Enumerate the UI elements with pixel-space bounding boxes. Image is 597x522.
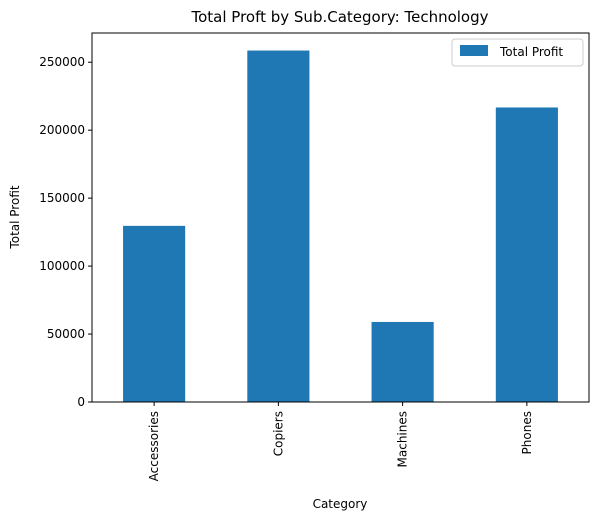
chart-title: Total Proft by Sub.Category: Technology xyxy=(190,8,488,26)
x-tick-label: Machines xyxy=(396,411,410,467)
bar-copiers xyxy=(247,50,310,403)
bar-machines xyxy=(371,321,434,402)
bars-group xyxy=(123,50,558,403)
x-tick-label: Accessories xyxy=(147,411,161,481)
y-axis-ticks: 0 50000 100000 150000 200000 250000 xyxy=(39,55,92,409)
y-tick-label: 50000 xyxy=(47,327,85,341)
x-axis-label: Category xyxy=(313,497,368,511)
y-tick-label: 150000 xyxy=(39,191,85,205)
y-tick-label: 100000 xyxy=(39,259,85,273)
y-tick-label: 200000 xyxy=(39,123,85,137)
legend-label: Total Profit xyxy=(499,45,563,59)
bar-phones xyxy=(495,107,558,403)
plot-area-frame xyxy=(91,32,590,403)
x-axis-ticks: Accessories Copiers Machines Phones xyxy=(147,402,534,481)
legend-swatch xyxy=(460,45,488,56)
x-tick-label: Phones xyxy=(520,411,534,454)
y-axis-label: Total Profit xyxy=(8,185,22,249)
legend: Total Profit xyxy=(451,38,584,67)
x-tick-label: Copiers xyxy=(271,411,285,456)
bar-accessories xyxy=(123,225,186,402)
y-tick-label: 0 xyxy=(77,395,85,409)
y-tick-label: 250000 xyxy=(39,55,85,69)
